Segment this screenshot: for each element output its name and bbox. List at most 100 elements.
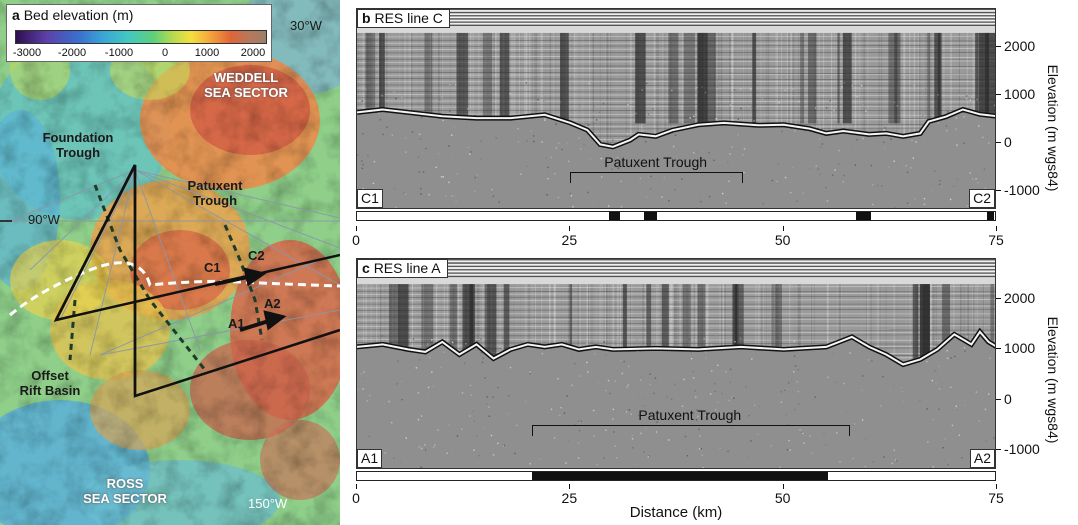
- speckle-dot: [934, 170, 936, 172]
- clutter-streak: [683, 32, 695, 124]
- speckle-dot: [819, 173, 821, 176]
- speckle-dot: [578, 105, 581, 107]
- speckle-dot: [852, 457, 854, 460]
- speckle-dot: [911, 342, 913, 344]
- speckle-dot: [375, 395, 378, 397]
- speckle-dot: [655, 431, 658, 433]
- speckle-dot: [465, 343, 467, 345]
- speckle-dot: [966, 205, 969, 207]
- speckle-dot: [674, 189, 676, 191]
- speckle-dot: [587, 191, 589, 194]
- speckle-dot: [786, 423, 789, 426]
- speckle-dot: [409, 119, 411, 121]
- speckle-dot: [923, 151, 926, 154]
- colorbar-tick: 1000: [194, 47, 220, 59]
- speckle-dot: [442, 119, 444, 122]
- speckle-dot: [362, 388, 364, 390]
- speckle-dot: [946, 357, 949, 360]
- speckle-dot: [558, 142, 560, 144]
- speckle-dot: [795, 200, 797, 202]
- speckle-dot: [506, 413, 509, 415]
- speckle-dot: [901, 391, 904, 393]
- speckle-dot: [627, 384, 629, 386]
- speckle-dot: [637, 414, 640, 417]
- speckle-dot: [666, 396, 668, 398]
- speckle-dot: [455, 84, 457, 86]
- speckle-dot: [461, 392, 464, 394]
- speckle-dot: [776, 180, 778, 183]
- colorbar-tick: 0: [161, 47, 169, 59]
- speckle-dot: [906, 171, 909, 174]
- speckle-dot: [608, 205, 610, 207]
- speckle-dot: [806, 468, 807, 469]
- x-tick-mark: [356, 484, 357, 489]
- speckle-dot: [480, 338, 482, 340]
- speckle-dot: [803, 442, 805, 444]
- speckle-dot: [686, 448, 688, 451]
- speckle-dot: [560, 406, 562, 409]
- ross-sector-label: ROSS SEA SECTOR: [70, 476, 180, 506]
- speckle-dot: [486, 396, 488, 398]
- speckle-dot: [400, 380, 403, 383]
- speckle-dot: [490, 451, 493, 453]
- speckle-dot: [894, 207, 896, 208]
- speckle-dot: [467, 201, 470, 203]
- speckle-dot: [864, 437, 867, 440]
- speckle-dot: [497, 386, 499, 389]
- speckle-dot: [984, 179, 986, 181]
- speckle-dot: [729, 153, 731, 155]
- map-canvas: [0, 0, 340, 525]
- speckle-dot: [626, 386, 628, 389]
- speckle-dot: [604, 158, 607, 160]
- speckle-dot: [674, 134, 677, 136]
- x-axis-c: 0 25 50 75: [352, 226, 1004, 252]
- speckle-dot: [361, 167, 364, 170]
- speckle-dot: [893, 160, 895, 162]
- speckle-dot: [480, 158, 482, 160]
- speckle-dot: [706, 165, 708, 168]
- speckle-dot: [872, 461, 874, 463]
- speckle-dot: [720, 105, 722, 108]
- speckle-dot: [614, 380, 616, 382]
- clutter-streak: [888, 32, 898, 124]
- clutter-streak: [800, 32, 805, 124]
- speckle-dot: [890, 166, 893, 169]
- speckle-dot: [937, 122, 940, 124]
- clutter-streak: [397, 284, 409, 380]
- speckle-dot: [751, 358, 753, 360]
- speckle-dot: [530, 178, 532, 180]
- speckle-dot: [975, 178, 977, 180]
- speckle-dot: [693, 152, 695, 154]
- clutter-streak: [808, 32, 817, 124]
- speckle-dot: [357, 388, 359, 391]
- speckle-dot: [955, 408, 958, 411]
- strip-segment: [608, 212, 620, 220]
- y-tick-mark: [996, 298, 1001, 300]
- speckle-dot: [645, 427, 647, 430]
- speckle-dot: [448, 424, 450, 426]
- speckle-dot: [512, 82, 515, 85]
- speckle-dot: [640, 379, 642, 381]
- speckle-dot: [593, 114, 595, 116]
- speckle-dot: [820, 146, 822, 148]
- speckle-dot: [594, 353, 596, 355]
- speckle-dot: [792, 88, 794, 90]
- speckle-dot: [862, 375, 864, 377]
- speckle-dot: [758, 405, 761, 407]
- speckle-dot: [910, 167, 912, 169]
- speckle-dot: [710, 393, 712, 395]
- speckle-dot: [469, 153, 471, 155]
- speckle-dot: [798, 100, 800, 103]
- speckle-dot: [829, 99, 832, 102]
- speckle-dot: [932, 338, 934, 341]
- speckle-dot: [645, 196, 648, 198]
- speckle-dot: [381, 94, 383, 97]
- speckle-dot: [541, 141, 543, 143]
- speckle-dot: [634, 463, 636, 466]
- speckle-dot: [545, 336, 547, 338]
- speckle-dot: [943, 459, 946, 462]
- speckle-dot: [533, 135, 535, 137]
- speckle-dot: [788, 382, 790, 384]
- speckle-dot: [501, 337, 504, 339]
- speckle-dot: [871, 203, 874, 206]
